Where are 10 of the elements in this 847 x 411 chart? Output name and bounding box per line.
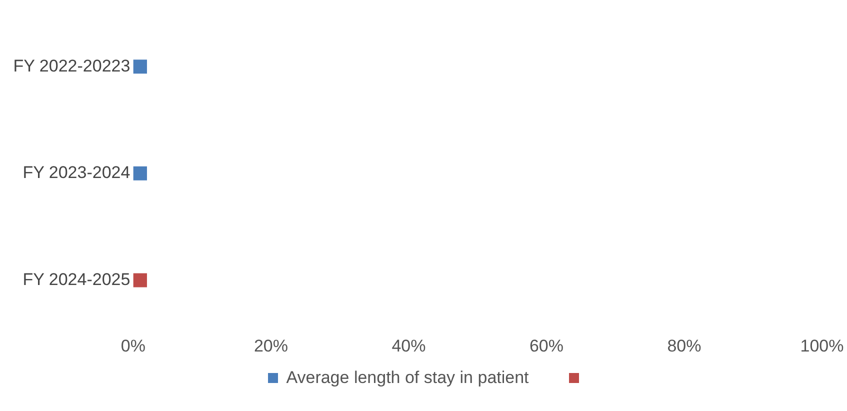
y-tick-label: FY 2024-2025 (22, 270, 130, 289)
y-tick-label: FY 2023-2024 (22, 163, 130, 182)
x-tick-label: 0% (120, 336, 146, 356)
x-tick-label: 40% (392, 336, 426, 356)
x-tick-label: 100% (800, 336, 844, 356)
x-tick-label: 20% (254, 336, 288, 356)
x-tick-label: 60% (529, 336, 564, 356)
y-tick-label: FY 2022-20223 (13, 56, 130, 76)
x-tick-label: 80% (667, 336, 702, 356)
legend-label: Average length of stay in patient (286, 368, 529, 388)
